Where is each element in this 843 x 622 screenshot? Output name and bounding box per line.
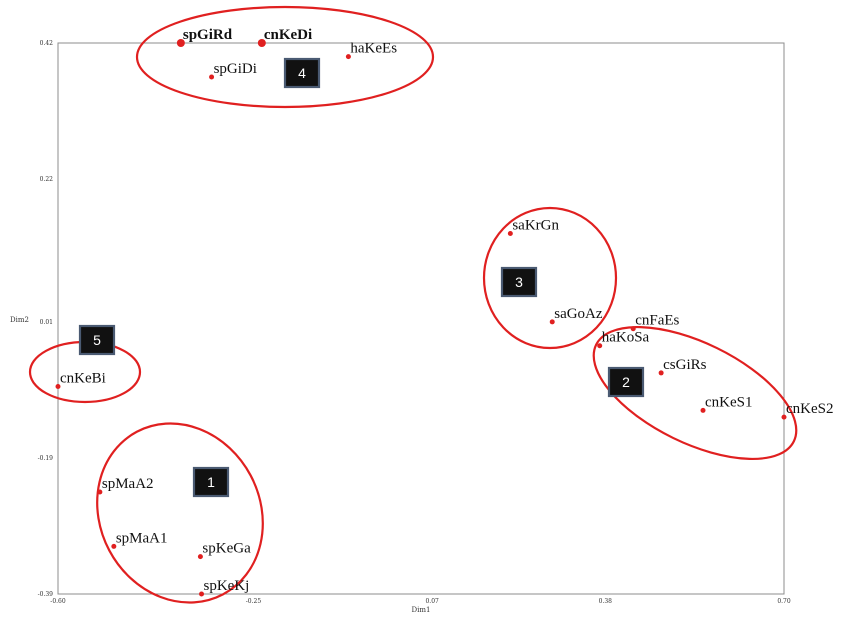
- data-point-cnKeDi: [257, 39, 266, 47]
- data-point-haKoSa: [597, 343, 603, 349]
- cluster-ellipse-2: [592, 325, 798, 461]
- point-label-cnFaEs: cnFaEs: [635, 313, 679, 329]
- data-points: spGiRd cnKeDi haKeEs spGiDi saKrGn saGoAz cnFa…: [55, 27, 834, 597]
- data-point-cnKeS2: [781, 414, 787, 420]
- x-tick-label: 0.38: [599, 598, 613, 605]
- cluster-badge-label: 5: [93, 332, 101, 348]
- cluster-badge-label: 3: [515, 274, 523, 290]
- cluster-badge-box: [192, 466, 230, 498]
- data-point-spMaA2: [97, 489, 103, 495]
- y-tick-label: -0.19: [38, 455, 54, 462]
- data-point-spGiRd: [176, 39, 185, 47]
- point-label-cnKeS1: cnKeS1: [705, 394, 753, 410]
- point-label-spGiRd: spGiRd: [183, 27, 233, 43]
- point-label-cnKeS2: cnKeS2: [786, 401, 834, 417]
- cluster-badge-5: 5: [78, 324, 116, 356]
- x-tick-label: -0.25: [246, 598, 262, 605]
- plot-frame: [57, 42, 785, 595]
- cluster-badge-4: 4: [283, 57, 321, 89]
- cluster-badges: 1 2 3 4 5: [78, 57, 645, 498]
- cluster-badge-label: 4: [298, 65, 306, 81]
- cluster-badge-box: [78, 324, 116, 356]
- point-label-spKeGa: spKeGa: [202, 541, 251, 557]
- cluster-ellipse-3: [482, 206, 618, 350]
- cluster-ellipse-1: [96, 422, 264, 604]
- cluster-badge-box: [607, 366, 645, 398]
- point-label-spMaA1: spMaA1: [116, 530, 168, 546]
- data-point-spKeGa: [197, 554, 203, 560]
- cluster-badge-3: 3: [500, 266, 538, 298]
- point-label-cnKeDi: cnKeDi: [264, 27, 312, 43]
- y-axis-label: Dim2: [10, 316, 29, 324]
- data-point-spKeKj: [199, 591, 205, 597]
- data-point-haKeEs: [345, 54, 351, 60]
- data-point-cnFaEs: [630, 326, 636, 332]
- data-point-spMaA1: [111, 543, 117, 549]
- data-point-saGoAz: [549, 319, 555, 325]
- data-point-spGiDi: [209, 74, 215, 80]
- cluster-ellipses: [28, 5, 798, 604]
- point-label-haKeEs: haKeEs: [350, 41, 397, 57]
- data-point-saKrGn: [507, 230, 513, 236]
- point-label-csGiRs: csGiRs: [663, 357, 707, 373]
- cluster-badge-box: [500, 266, 538, 298]
- point-label-spGiDi: spGiDi: [214, 61, 257, 77]
- x-tick-label: -0.60: [50, 598, 66, 605]
- cluster-badge-2: 2: [607, 366, 645, 398]
- point-label-saGoAz: saGoAz: [554, 306, 603, 322]
- x-tick-label: 0.70: [777, 598, 791, 605]
- data-point-cnKeS1: [700, 407, 706, 413]
- point-label-spKeKj: spKeKj: [204, 578, 250, 594]
- y-tick-label: -0.39: [38, 591, 54, 598]
- cluster-badge-1: 1: [192, 466, 230, 498]
- cluster-badge-label: 2: [622, 374, 630, 390]
- point-label-spMaA2: spMaA2: [102, 476, 154, 492]
- data-point-cnKeBi: [55, 384, 61, 390]
- cluster-badge-label: 1: [207, 474, 215, 490]
- y-tick-label: 0.42: [40, 40, 54, 47]
- x-tick-labels: -0.60 -0.25 0.07 0.38 0.70: [50, 598, 791, 605]
- y-tick-labels: 0.42 0.22 0.01 -0.19 -0.39: [38, 40, 54, 598]
- cluster-badge-box: [283, 57, 321, 89]
- data-point-csGiRs: [658, 370, 664, 376]
- point-label-cnKeBi: cnKeBi: [60, 371, 106, 387]
- point-label-haKoSa: haKoSa: [602, 330, 650, 346]
- cluster-ellipse-4: [135, 5, 435, 109]
- x-axis-label: Dim1: [412, 606, 431, 614]
- x-tick-label: 0.07: [425, 598, 439, 605]
- y-tick-label: 0.22: [40, 176, 54, 183]
- y-tick-label: 0.01: [40, 319, 53, 326]
- point-label-saKrGn: saKrGn: [512, 217, 559, 233]
